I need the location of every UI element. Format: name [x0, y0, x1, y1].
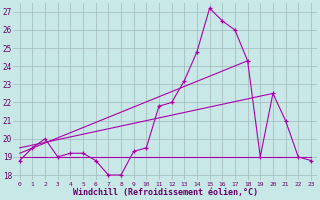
X-axis label: Windchill (Refroidissement éolien,°C): Windchill (Refroidissement éolien,°C) [73, 188, 258, 197]
